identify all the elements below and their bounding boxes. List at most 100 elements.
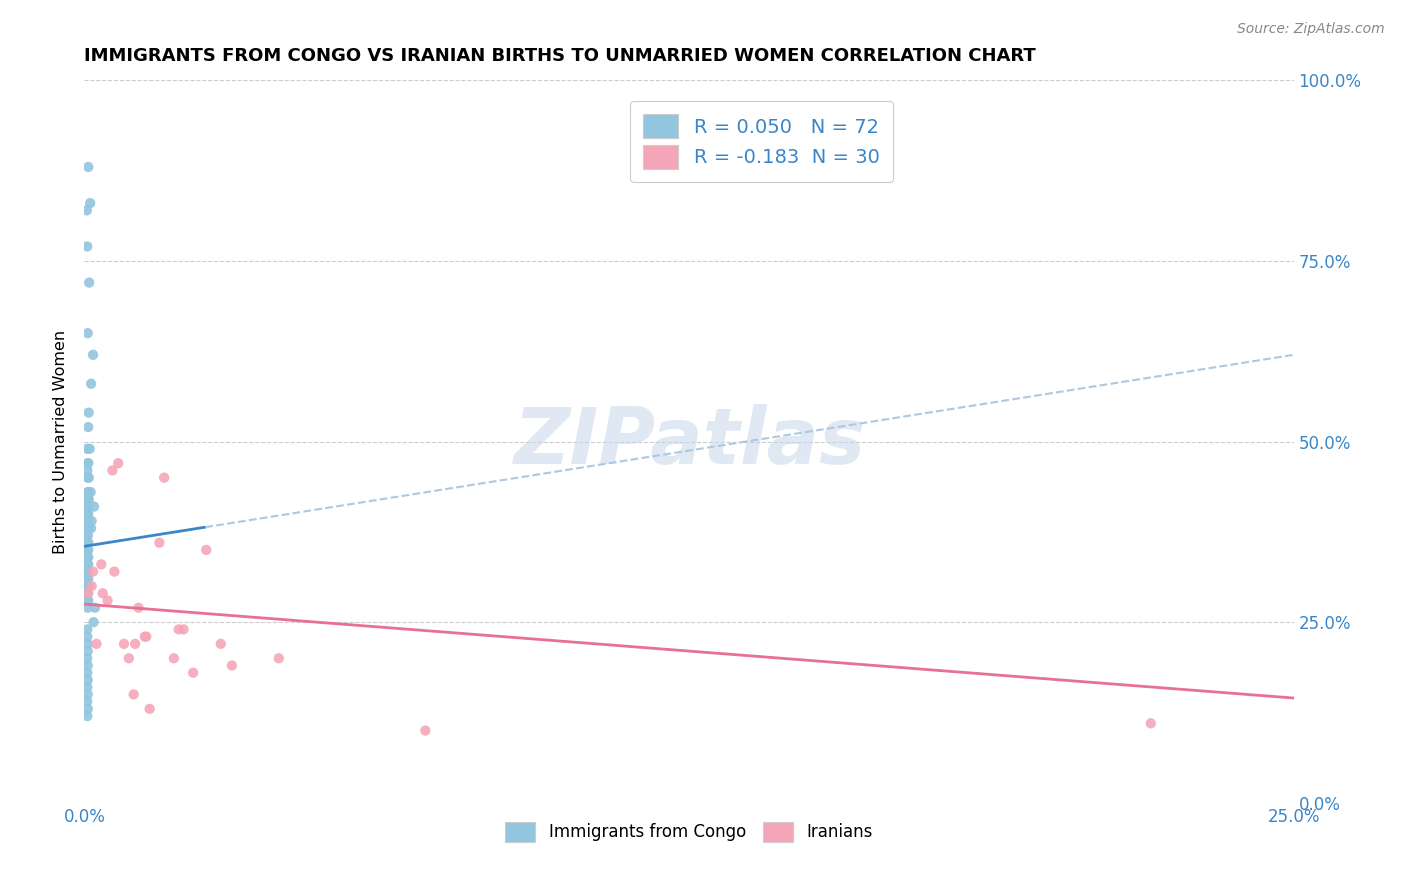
Point bbox=[77, 420, 100, 434]
Point bbox=[76, 593, 98, 607]
Point bbox=[84, 600, 107, 615]
Point bbox=[103, 565, 125, 579]
Point bbox=[76, 535, 98, 549]
Point bbox=[76, 586, 98, 600]
Point bbox=[76, 521, 98, 535]
Y-axis label: Births to Unmarried Women: Births to Unmarried Women bbox=[52, 329, 67, 554]
Point bbox=[77, 535, 100, 549]
Point bbox=[90, 558, 112, 572]
Point bbox=[148, 535, 170, 549]
Point bbox=[135, 630, 157, 644]
Point bbox=[118, 651, 141, 665]
Legend: Immigrants from Congo, Iranians: Immigrants from Congo, Iranians bbox=[499, 815, 879, 848]
Point bbox=[77, 470, 100, 484]
Point bbox=[76, 623, 98, 637]
Point bbox=[76, 203, 98, 218]
Point bbox=[82, 565, 104, 579]
Point bbox=[101, 463, 124, 477]
Point bbox=[79, 196, 101, 211]
Point bbox=[91, 586, 114, 600]
Point bbox=[77, 492, 100, 507]
Point bbox=[76, 528, 98, 542]
Point bbox=[76, 485, 98, 500]
Point bbox=[76, 500, 98, 514]
Point bbox=[76, 600, 98, 615]
Point bbox=[76, 565, 98, 579]
Point bbox=[97, 593, 120, 607]
Point bbox=[76, 579, 98, 593]
Point bbox=[77, 521, 100, 535]
Point bbox=[76, 558, 98, 572]
Point bbox=[76, 702, 98, 716]
Point bbox=[173, 623, 195, 637]
Text: ZIPatlas: ZIPatlas bbox=[513, 403, 865, 480]
Point bbox=[77, 492, 100, 507]
Point bbox=[77, 550, 100, 565]
Point bbox=[76, 514, 98, 528]
Point bbox=[80, 514, 103, 528]
Point bbox=[80, 579, 103, 593]
Point bbox=[153, 470, 176, 484]
Point bbox=[221, 658, 243, 673]
Point bbox=[80, 521, 103, 535]
Point bbox=[209, 637, 232, 651]
Point bbox=[76, 442, 98, 456]
Point bbox=[77, 593, 100, 607]
Point bbox=[1140, 716, 1163, 731]
Point bbox=[128, 600, 150, 615]
Point bbox=[79, 485, 101, 500]
Point bbox=[124, 637, 146, 651]
Point bbox=[77, 558, 100, 572]
Point bbox=[77, 542, 100, 557]
Point bbox=[76, 470, 98, 484]
Point bbox=[77, 406, 100, 420]
Point bbox=[80, 376, 103, 391]
Point bbox=[134, 630, 156, 644]
Point bbox=[267, 651, 290, 665]
Point bbox=[76, 507, 98, 521]
Point bbox=[76, 637, 98, 651]
Point bbox=[82, 348, 104, 362]
Point bbox=[107, 456, 129, 470]
Point bbox=[76, 528, 98, 542]
Point bbox=[77, 160, 100, 174]
Point bbox=[112, 637, 135, 651]
Point bbox=[77, 507, 100, 521]
Point bbox=[76, 658, 98, 673]
Point bbox=[77, 456, 100, 470]
Point bbox=[77, 485, 100, 500]
Text: Source: ZipAtlas.com: Source: ZipAtlas.com bbox=[1237, 22, 1385, 37]
Point bbox=[76, 565, 98, 579]
Point bbox=[163, 651, 186, 665]
Text: IMMIGRANTS FROM CONGO VS IRANIAN BIRTHS TO UNMARRIED WOMEN CORRELATION CHART: IMMIGRANTS FROM CONGO VS IRANIAN BIRTHS … bbox=[84, 47, 1036, 65]
Point bbox=[79, 442, 101, 456]
Point bbox=[76, 239, 98, 253]
Point bbox=[83, 615, 105, 630]
Point bbox=[167, 623, 190, 637]
Point bbox=[76, 558, 98, 572]
Point bbox=[76, 644, 98, 658]
Point bbox=[77, 276, 100, 290]
Point bbox=[76, 586, 98, 600]
Point bbox=[76, 651, 98, 665]
Point bbox=[415, 723, 437, 738]
Point bbox=[77, 586, 100, 600]
Point bbox=[76, 572, 98, 586]
Point bbox=[76, 500, 98, 514]
Point bbox=[86, 637, 108, 651]
Point bbox=[76, 535, 98, 549]
Point bbox=[76, 492, 98, 507]
Point bbox=[76, 673, 98, 687]
Point bbox=[138, 702, 160, 716]
Point bbox=[76, 695, 98, 709]
Point bbox=[77, 579, 100, 593]
Point bbox=[76, 709, 98, 723]
Point bbox=[76, 542, 98, 557]
Point bbox=[76, 326, 98, 340]
Point bbox=[77, 572, 100, 586]
Point bbox=[76, 514, 98, 528]
Point bbox=[76, 550, 98, 565]
Point bbox=[76, 665, 98, 680]
Point bbox=[76, 687, 98, 701]
Point bbox=[83, 500, 105, 514]
